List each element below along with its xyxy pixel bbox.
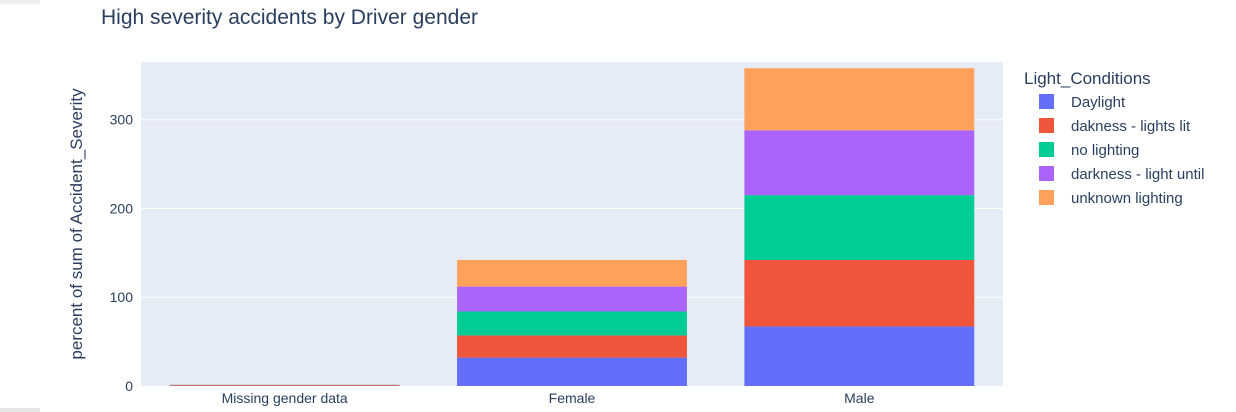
legend-label: Daylight (1071, 94, 1126, 111)
x-tick-labels: Missing gender data Female Male (222, 390, 875, 406)
legend-swatch (1039, 94, 1054, 109)
bar-male-2 (744, 195, 975, 260)
bar-female-3 (457, 286, 687, 312)
y-tick-label: 300 (110, 112, 134, 128)
legend-swatch (1039, 118, 1054, 133)
legend-swatch (1039, 142, 1054, 157)
legend-item[interactable]: Daylight (1039, 94, 1126, 111)
x-tick-label: Female (549, 390, 596, 406)
legend-label: unknown lighting (1071, 190, 1183, 207)
bar-missing-gender-data-1 (169, 385, 400, 386)
legend-label: dakness - lights lit (1071, 118, 1191, 135)
x-tick-label: Male (844, 390, 875, 406)
bar-female-1 (457, 335, 687, 358)
legend-item[interactable]: no lighting (1039, 142, 1139, 159)
bars (169, 68, 975, 386)
y-axis-title: percent of sum of Accident_Severity (67, 88, 86, 360)
legend-label: no lighting (1071, 142, 1139, 159)
bar-female-0 (457, 357, 687, 386)
bar-male-1 (744, 259, 975, 327)
legend-swatch (1039, 190, 1054, 205)
y-tick-labels: 0 100 200 300 (110, 112, 134, 394)
bar-male-4 (744, 68, 975, 131)
bar-female-4 (457, 259, 687, 287)
legend-item[interactable]: unknown lighting (1039, 190, 1183, 207)
bar-male-0 (744, 326, 975, 386)
edge-shadow-top (0, 0, 40, 4)
legend-swatch (1039, 166, 1054, 181)
edge-shadow-bottom (0, 408, 40, 412)
chart-title: High severity accidents by Driver gender (101, 6, 478, 29)
y-tick-label: 200 (110, 200, 134, 216)
legend[interactable]: Daylight dakness - lights lit no lighting d… (1039, 94, 1204, 207)
bar-male-3 (744, 130, 975, 196)
legend-item[interactable]: dakness - lights lit (1039, 118, 1191, 135)
bar-female-2 (457, 311, 687, 336)
legend-title: Light_Conditions (1024, 69, 1151, 88)
x-tick-label: Missing gender data (222, 390, 348, 406)
y-tick-label: 100 (110, 289, 134, 305)
legend-item[interactable]: darkness - light until (1039, 166, 1204, 183)
y-tick-label: 0 (125, 378, 133, 394)
legend-label: darkness - light until (1071, 166, 1204, 183)
